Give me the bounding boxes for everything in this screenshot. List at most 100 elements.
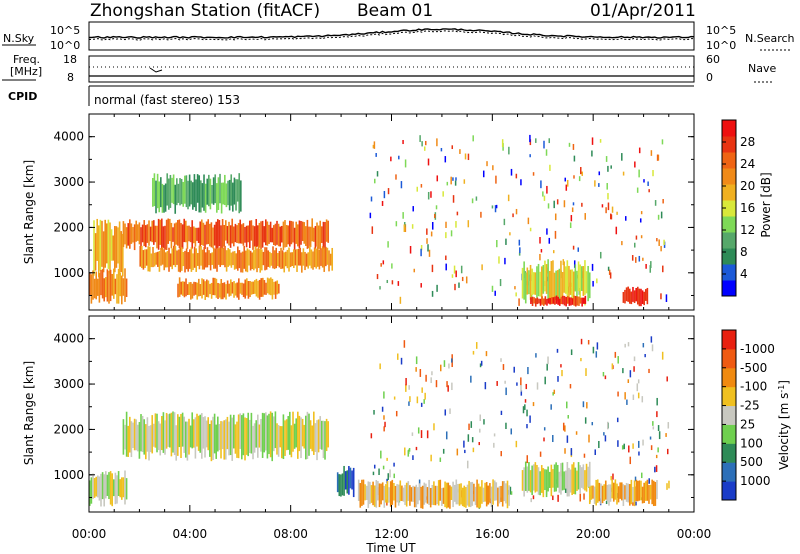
echo-cell [177,283,179,298]
echo-speck [520,390,523,396]
echo-cell [508,485,510,506]
echo-speck [508,146,510,155]
echo-speck [400,181,403,189]
echo-speck [479,428,481,433]
echo-cell [415,484,418,508]
echo-cell [555,270,557,301]
echo-speck [430,191,432,198]
echo-cell [141,224,144,243]
echo-cell [230,252,233,268]
echo-speck [539,236,541,244]
echo-cell [225,419,227,460]
echo-speck [633,356,636,362]
echo-speck [400,357,403,365]
echo-speck [595,351,598,358]
nsky-tick-bottom: 10^0 [50,39,80,52]
echo-cell [111,473,113,507]
echo-cell [189,226,192,243]
echo-cell [164,183,167,212]
echo-speck [483,419,485,425]
colorbar-swatch [722,200,736,217]
echo-speck [583,493,585,500]
echo-cell [409,485,411,506]
echo-cell [315,248,318,269]
echo-cell [441,488,443,506]
echo-cell [266,415,269,459]
echo-speck [585,368,587,376]
echo-cell [209,178,212,210]
echo-speck [611,206,614,213]
echo-speck [572,245,575,250]
echo-speck [426,430,429,439]
echo-cell [289,411,291,455]
echo-speck [463,179,466,184]
echo-speck [580,357,582,362]
echo-cell [234,424,237,454]
echo-cell [173,412,176,456]
echo-cell [194,227,197,247]
echo-cell [278,283,280,294]
echo-cell [158,250,161,272]
echo-cell [484,482,486,502]
echo-speck [431,290,434,297]
echo-cell [244,417,246,461]
y-tick-label: 3000 [53,377,84,391]
echo-cell [164,225,166,250]
echo-cell [301,418,304,447]
echo-cell [271,227,274,243]
echo-speck [605,156,608,162]
echo-cell [207,219,210,245]
echo-cell [285,224,288,247]
echo-cell [393,482,395,501]
echo-cell [229,249,231,266]
echo-speck [624,343,626,348]
echo-speck [472,135,474,142]
echo-cell [375,480,378,508]
echo-speck [536,382,539,390]
echo-speck [475,342,478,349]
echo-speck [472,447,475,453]
echo-cell [188,225,190,242]
echo-cell [204,183,207,213]
power-colorbar: 4 8 12 16 20 24 28 [721,119,755,297]
echo-cell [180,222,182,249]
echo-cell [173,223,176,247]
echo-cell [92,473,94,499]
echo-cell [172,411,174,453]
colorbar-tick-label: -500 [740,361,767,375]
echo-cell [644,481,647,501]
echo-cell [394,485,397,508]
echo-speck [482,170,485,178]
echo-speck [602,371,605,377]
echo-speck [640,211,643,215]
echo-speck [604,375,607,380]
echo-speck [623,443,625,450]
echo-speck [442,448,445,454]
echo-speck [494,290,496,296]
echo-cell [281,426,283,459]
echo-cell [152,246,154,268]
echo-cell [113,479,115,497]
echo-cell [145,424,147,460]
echo-speck [638,440,640,448]
echo-cell [532,464,535,491]
echo-speck [587,339,590,345]
echo-cell [269,411,272,458]
y-tick-label: 2000 [53,220,84,234]
echo-cell [93,220,95,276]
echo-cell [236,282,239,298]
echo-cell [556,270,559,302]
echo-speck [513,366,515,373]
echo-cell [364,484,366,501]
echo-cell [231,417,234,461]
echo-speck [502,364,505,370]
echo-cell [208,250,210,266]
echo-cell [197,253,199,266]
echo-cell [221,421,224,450]
echo-cell [277,253,279,267]
echo-speck [635,257,637,263]
echo-cell [177,249,180,272]
echo-cell [397,484,400,506]
echo-cell [166,173,169,206]
echo-speck [504,380,506,384]
